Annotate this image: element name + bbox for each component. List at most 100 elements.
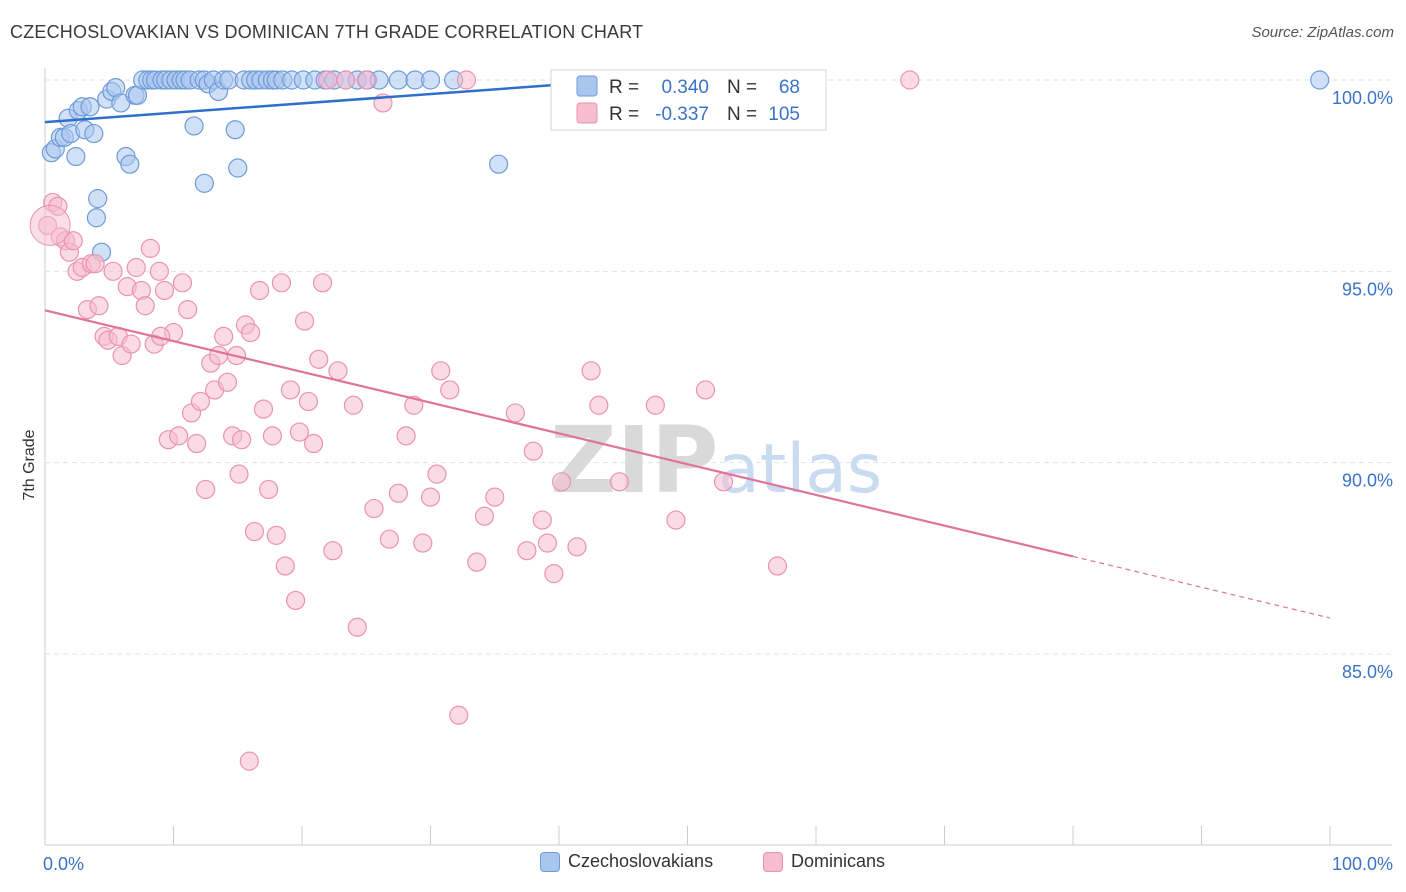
czechoslovakian-point [86, 208, 107, 228]
czechoslovakian-point [1310, 70, 1330, 90]
legend-item-dominicans[interactable]: Dominicans [763, 851, 885, 872]
dominican-point [467, 552, 487, 572]
legend-n-value: 105 [768, 104, 800, 125]
dominican-point [328, 361, 348, 381]
dominican-point [713, 472, 734, 492]
dominican-point [121, 334, 141, 354]
watermark-atlas: atlas [718, 430, 882, 509]
dominican-point [449, 705, 469, 725]
czechoslovakian-point [80, 97, 100, 117]
czechoslovakian-point [120, 154, 140, 174]
dominican-point [169, 426, 189, 446]
legend-label: Dominicans [791, 851, 886, 871]
y-axis-title: 7th Grade [21, 429, 38, 500]
dominican-point [280, 380, 301, 400]
dominican-point [271, 273, 292, 293]
dominican-point [485, 487, 505, 507]
dominican-point [589, 395, 609, 415]
dominican-point [266, 525, 286, 545]
legend-swatch-czechoslovakians [576, 75, 598, 97]
legend-r-label: R = [609, 104, 639, 125]
x-tick-label: 100.0% [1332, 854, 1393, 874]
dominican-trend-extension [1072, 555, 1331, 619]
dominican-point [420, 487, 441, 507]
dominican-point-cluster [29, 204, 71, 246]
dominican-point [505, 403, 525, 423]
dominican-point [294, 311, 315, 331]
legend-r-label: R = [609, 77, 639, 98]
dominican-point [63, 231, 83, 251]
dominican-point [208, 345, 229, 366]
dominican-point [154, 280, 175, 301]
legend-bottom: Czechoslovakians Dominicans [0, 851, 1406, 877]
labels-layer: 7th Grade 100.0% 95.0% 90.0% 85.0% 0.0% 100.0… [21, 88, 1393, 874]
dominican-point [609, 472, 629, 492]
dominican-point [126, 257, 146, 278]
legend-top: R = 0.340 N = 68 R = -0.337 N = 105 [550, 69, 827, 131]
y-tick-label: 85.0% [1342, 662, 1393, 682]
dominican-point [567, 537, 587, 557]
legend-r-value: 0.340 [661, 77, 709, 98]
dominican-point [323, 541, 343, 561]
dominican-point [356, 70, 376, 90]
dominican-point [379, 529, 399, 549]
dominican-point [364, 498, 384, 519]
czechoslovakian-point [420, 70, 441, 90]
czechoslovakian-point [88, 189, 108, 209]
czechoslovakian-point [84, 123, 104, 144]
trend-layer [44, 78, 1331, 619]
dominican-point [285, 590, 306, 611]
dominican-point [544, 564, 564, 584]
chart-title: CZECHOSLOVAKIAN VS DOMINICAN 7TH GRADE C… [10, 22, 644, 42]
dominican-point [187, 433, 207, 454]
x-tick-label: 0.0% [43, 854, 84, 874]
dominican-point [214, 326, 234, 346]
dominican-point [289, 422, 310, 442]
legend-n-label: N = [727, 77, 757, 98]
dominican-point [241, 322, 261, 343]
dominican-point [523, 441, 543, 461]
dominican-point [85, 254, 105, 274]
czechoslovakian-trend-line [44, 78, 624, 124]
legend-swatch-dominicans [763, 851, 783, 872]
dominican-point [249, 280, 270, 301]
dominican-point [103, 261, 123, 281]
legend-label: Czechoslovakians [568, 851, 714, 871]
legend-swatch-dominicans [576, 102, 598, 124]
dominican-point [517, 541, 537, 561]
dominican-point [275, 556, 295, 576]
legend-item-czechoslovakians[interactable]: Czechoslovakians [540, 851, 713, 872]
dominican-point [388, 483, 408, 503]
dominican-point [413, 533, 433, 553]
dominican-point [532, 510, 552, 530]
legend-n-value: 68 [779, 77, 800, 98]
points-layer [29, 70, 1330, 771]
czechoslovakian-point [489, 154, 509, 174]
dominican-point [298, 391, 319, 412]
dominican-point [258, 479, 279, 500]
dominican-point [900, 70, 920, 90]
czechoslovakian-point [194, 173, 214, 193]
dominican-point [89, 296, 109, 316]
dominican-point [140, 238, 160, 258]
dominican-point [239, 751, 259, 771]
dominican-point [343, 395, 363, 415]
czechoslovakian-point [66, 146, 86, 167]
y-tick-label: 90.0% [1342, 471, 1393, 491]
dominican-point [312, 273, 333, 293]
dominican-point [537, 533, 558, 553]
y-tick-label: 100.0% [1332, 88, 1393, 108]
dominican-point [666, 510, 686, 530]
watermark-zip: ZIP [550, 407, 718, 514]
dominican-point [474, 506, 495, 526]
dominican-point [551, 472, 572, 492]
dominican-point [440, 380, 460, 400]
dominican-point [172, 273, 193, 293]
dominican-point [196, 479, 216, 500]
dominican-point [135, 296, 155, 316]
dominican-point [767, 556, 788, 576]
czechoslovakian-point [225, 120, 245, 140]
dominican-point [347, 617, 367, 637]
dominican-point [427, 464, 447, 484]
